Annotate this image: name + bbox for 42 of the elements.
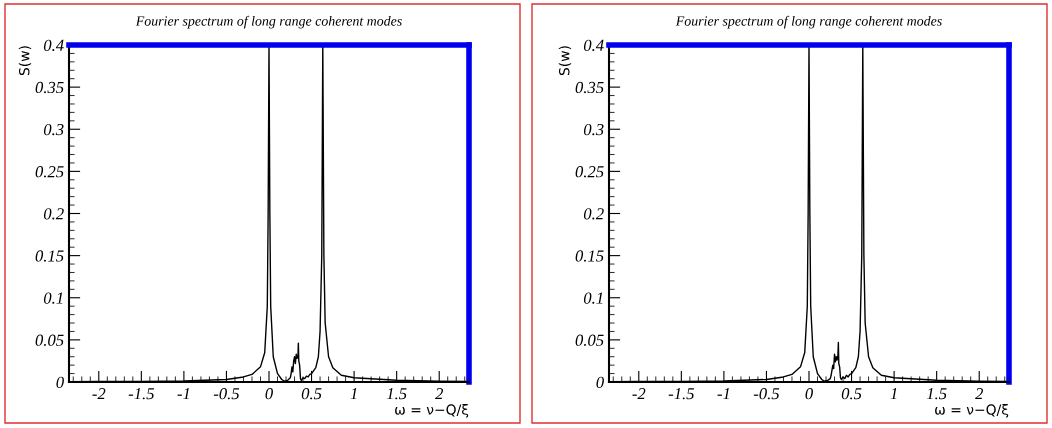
x-tick-label: 1 (890, 388, 897, 400)
x-tick-label: 2 (435, 388, 444, 400)
y-tick-label: 0.2 (583, 208, 604, 220)
y-tick-label: 0.25 (35, 166, 64, 178)
x-tick-label: -1.5 (668, 388, 695, 400)
x-tick-label: 0 (805, 388, 813, 400)
x-tick-label: 2 (975, 388, 984, 400)
y-tick-label: 0.4 (43, 39, 64, 52)
x-tick-label: 0.5 (301, 388, 322, 400)
x-tick-label: -1.5 (128, 388, 155, 400)
x-tick-label: 0.5 (841, 388, 862, 400)
x-tick-label: -2 (632, 388, 646, 400)
x-tick-label: -1 (717, 388, 730, 400)
y-tick-label: 0.4 (583, 39, 604, 52)
y-tick-label: 0.1 (43, 292, 63, 304)
chart-title: Fourier spectrum of long range coherent modes (675, 15, 942, 29)
y-tick-label: 0.35 (35, 81, 64, 94)
x-tick-label: -2 (92, 388, 106, 400)
x-tick-label: 1.5 (926, 388, 947, 400)
y-tick-label: 0.3 (583, 123, 604, 136)
x-tick-label: 1 (350, 388, 357, 400)
y-axis-title: S(w) (558, 46, 572, 76)
x-tick-label: -0.5 (753, 388, 780, 400)
x-tick-label: -1 (177, 388, 190, 400)
x-tick-label: 1.5 (386, 388, 407, 400)
y-axis-title: S(w) (18, 46, 32, 76)
y-tick-label: 0.1 (583, 292, 603, 304)
y-tick-label: 0.25 (575, 166, 604, 178)
x-tick-label: 0 (265, 388, 273, 400)
y-tick-label: 0 (596, 376, 604, 388)
y-tick-label: 0.35 (575, 81, 604, 94)
y-tick-label: 0.15 (575, 250, 604, 262)
y-tick-label: 0.15 (35, 250, 64, 262)
x-tick-label: -0.5 (213, 388, 240, 400)
y-tick-label: 0.05 (35, 334, 64, 346)
x-axis-title: ω = ν−Q/ξ (395, 404, 469, 418)
y-tick-label: 0.05 (575, 334, 604, 346)
chart-title: Fourier spectrum of long range coherent modes (135, 15, 402, 29)
x-axis-title: ω = ν−Q/ξ (935, 404, 1009, 418)
y-tick-label: 0.3 (43, 123, 64, 136)
y-tick-label: 0.2 (43, 208, 64, 220)
y-tick-label: 0 (56, 376, 64, 388)
